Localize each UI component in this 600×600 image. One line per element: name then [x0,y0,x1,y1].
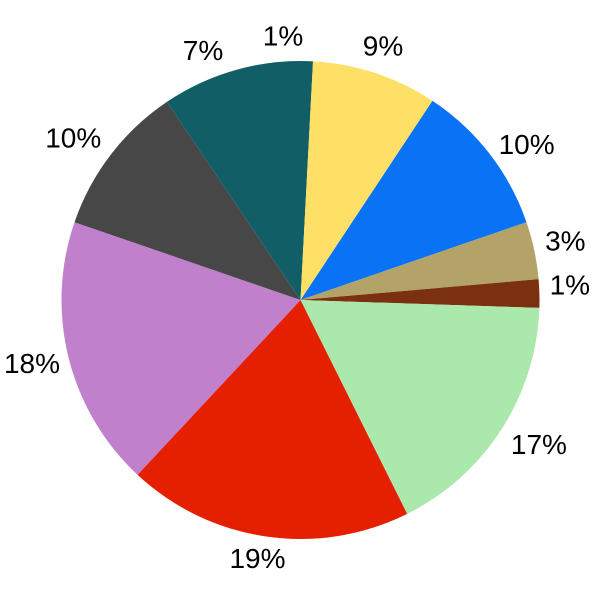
svg-text:17%: 17% [511,429,567,460]
svg-text:7%: 7% [183,35,223,66]
svg-text:1%: 1% [263,20,303,51]
svg-text:10%: 10% [45,123,101,154]
svg-text:18%: 18% [4,348,60,379]
svg-text:1%: 1% [550,269,590,300]
svg-text:9%: 9% [363,30,403,61]
svg-text:3%: 3% [545,225,585,256]
svg-text:10%: 10% [499,129,555,160]
svg-text:19%: 19% [229,543,285,574]
